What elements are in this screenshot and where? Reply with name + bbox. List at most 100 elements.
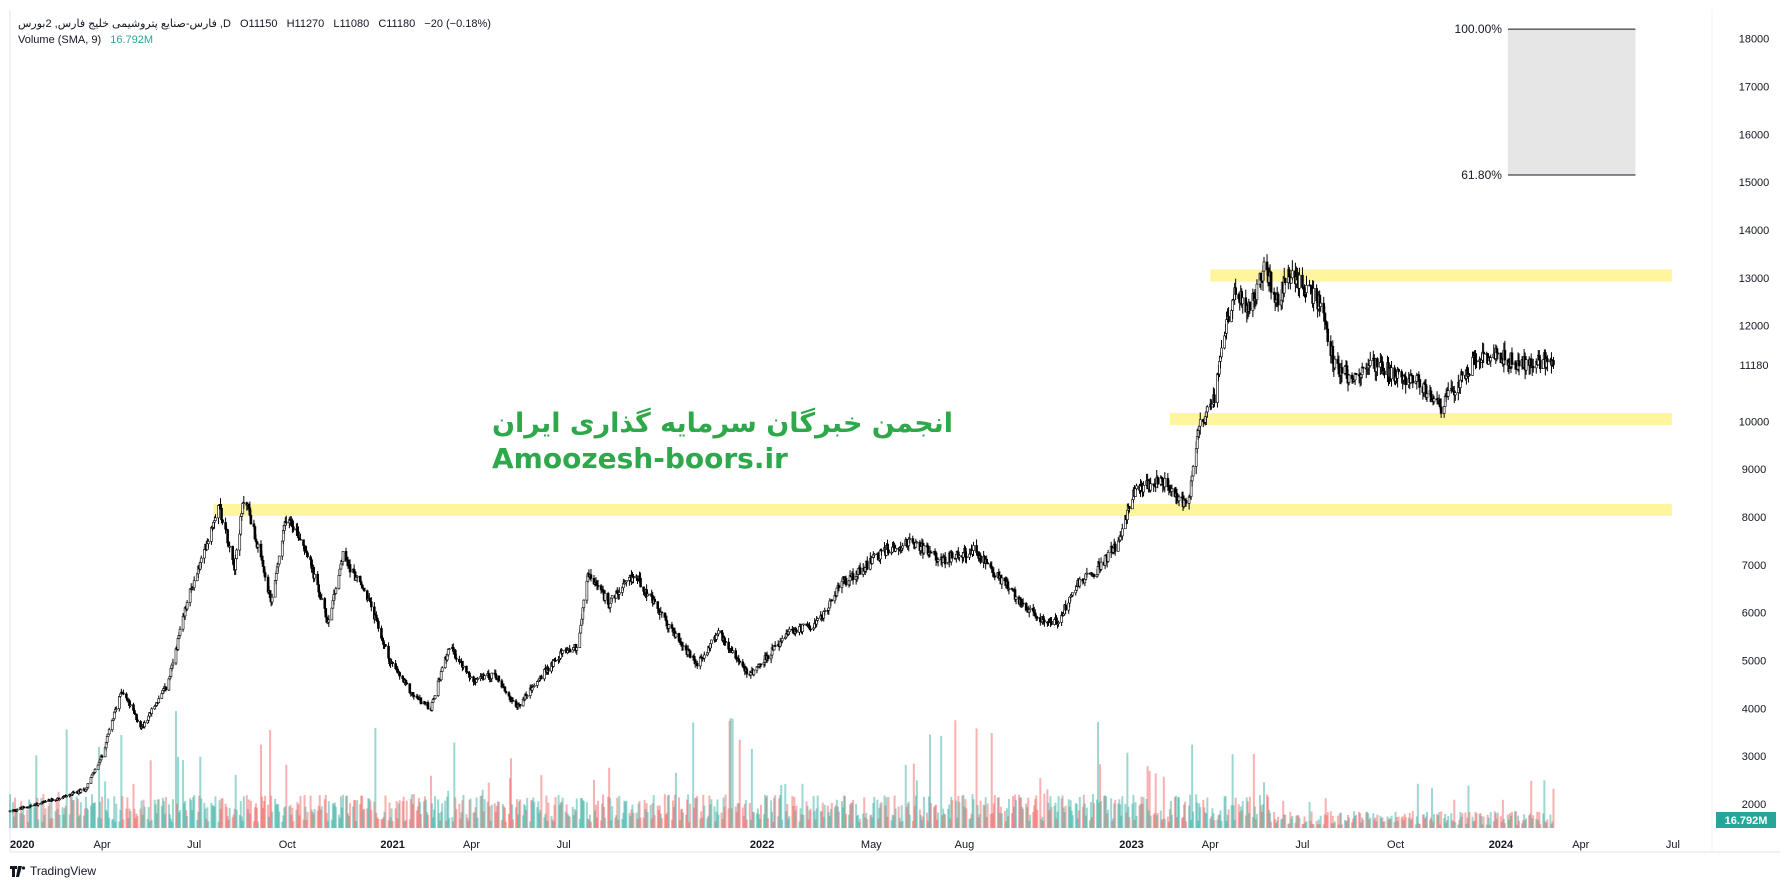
volume-bar	[1305, 821, 1308, 828]
candle-body	[136, 719, 139, 722]
zone-1	[1169, 413, 1672, 425]
candle	[646, 591, 649, 597]
volume-bar	[474, 807, 477, 828]
tradingview-brand[interactable]: TradingView	[10, 864, 96, 878]
symbol-legend[interactable]: فارس-صنایع پتروشیمی خلیج فارس, 2بورس ,D …	[18, 17, 491, 30]
volume-bar	[554, 796, 557, 828]
volume-bar	[1466, 817, 1469, 828]
volume-bar	[228, 808, 231, 828]
volume-bar	[101, 796, 104, 828]
volume-bar	[736, 803, 739, 828]
candle-body	[185, 602, 189, 610]
volume-bar	[1416, 783, 1419, 828]
volume-bar	[1197, 820, 1200, 828]
volume-bar	[665, 812, 668, 828]
candle	[1319, 295, 1322, 312]
candle	[228, 541, 231, 553]
volume-bar	[382, 816, 385, 828]
candle-body	[674, 633, 678, 638]
volume-bar	[745, 819, 748, 828]
candle	[1326, 321, 1330, 347]
volume-bar	[1440, 811, 1443, 828]
volume-bar	[373, 801, 376, 828]
volume-bar	[864, 817, 867, 828]
volume-bar	[1468, 812, 1471, 828]
volume-bar	[146, 818, 149, 828]
volume-bar	[1259, 805, 1262, 828]
candle	[1489, 354, 1493, 367]
volume-bar	[608, 767, 611, 828]
volume-bar	[503, 807, 506, 828]
candle-body	[1206, 406, 1209, 413]
volume-bar	[801, 783, 804, 828]
candle	[660, 611, 664, 618]
candle	[1163, 472, 1167, 493]
volume-bar	[303, 795, 306, 828]
candle	[1184, 497, 1188, 507]
volume-legend[interactable]: Volume (SMA, 9) 16.792M	[18, 34, 153, 46]
volume-bar	[42, 794, 45, 828]
volume-bar	[1390, 815, 1393, 828]
volume-bar	[757, 814, 760, 828]
volume-bar	[915, 780, 918, 828]
volume-bar	[850, 803, 853, 828]
candle-body	[823, 610, 827, 612]
volume-bar	[649, 804, 652, 828]
candle	[313, 573, 316, 582]
volume-bar	[206, 807, 209, 828]
volume-bar	[1361, 817, 1364, 828]
volume-bar	[944, 814, 947, 828]
volume-bar	[1127, 806, 1130, 828]
x-tick-label: Jul	[1295, 839, 1309, 851]
candle	[780, 635, 784, 644]
volume-bar	[217, 821, 220, 828]
candle	[731, 646, 734, 654]
volume-bar	[489, 820, 492, 828]
volume-bar	[1019, 797, 1022, 828]
volume-bar	[1046, 789, 1049, 828]
candle-body	[178, 628, 182, 636]
volume-bar	[557, 795, 560, 828]
candle	[1113, 541, 1117, 556]
candle-body	[532, 685, 536, 687]
candle-body	[433, 695, 437, 700]
volume-bar	[1155, 815, 1158, 828]
candle-body	[214, 517, 217, 521]
candle	[1135, 483, 1138, 491]
volume-bar	[1546, 819, 1549, 828]
candle-body	[1524, 359, 1528, 371]
volume-bar	[128, 808, 131, 828]
candle	[873, 552, 876, 558]
candle	[1071, 592, 1075, 598]
candle-body	[972, 545, 975, 551]
volume-bar	[153, 799, 156, 828]
volume-bar	[816, 795, 819, 828]
volume-bar	[883, 795, 886, 828]
volume-bar	[1068, 806, 1071, 828]
volume-bar	[607, 796, 610, 828]
candle-body	[221, 519, 224, 523]
volume-bar	[325, 813, 328, 828]
volume-bar	[1056, 811, 1059, 828]
volume-bar	[1053, 805, 1056, 828]
volume-bar	[437, 799, 440, 828]
candle-body	[277, 555, 281, 565]
volume-bar	[1114, 799, 1117, 828]
candle	[285, 515, 288, 526]
volume-bar	[1139, 803, 1142, 828]
fib-retracement[interactable]: 100.00%61.80%	[1455, 22, 1636, 182]
candle	[788, 626, 791, 635]
volume-bar	[501, 804, 504, 828]
volume-bar	[993, 795, 996, 828]
volume-bar	[333, 802, 336, 828]
volume-bar	[1379, 815, 1382, 828]
volume-bar	[820, 811, 823, 828]
volume-bar	[1388, 818, 1391, 828]
candle-body	[439, 671, 443, 681]
candle-body	[827, 607, 831, 611]
volume-bar	[1132, 794, 1135, 828]
candle	[299, 533, 302, 541]
volume-bar	[951, 800, 954, 828]
volume-bar	[1295, 815, 1298, 828]
